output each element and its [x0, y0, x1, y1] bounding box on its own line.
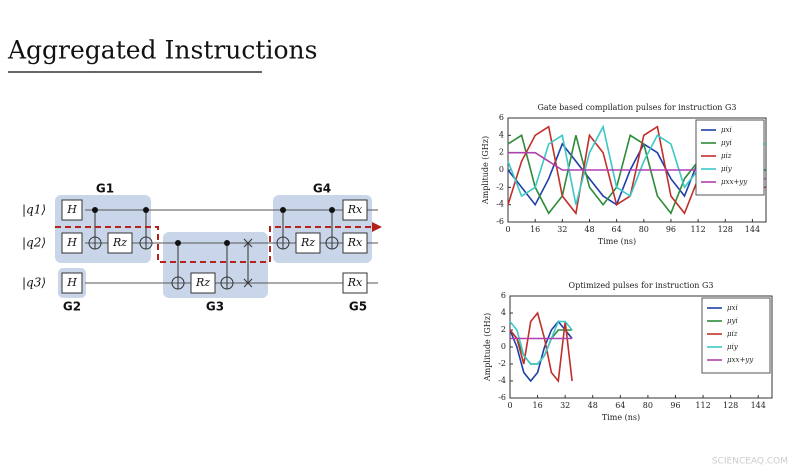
- x-tick-label: 80: [643, 401, 653, 410]
- swap: [243, 238, 253, 288]
- y-tick-label: 2: [499, 148, 504, 157]
- watermark: SCIENCEAQ.COM: [712, 457, 788, 467]
- x-tick-label: 64: [615, 401, 625, 410]
- series-line: [509, 320, 573, 365]
- target: [171, 276, 185, 290]
- y-tick-label: -2: [498, 359, 506, 368]
- legend-label: μxx+yy: [727, 356, 754, 364]
- x-tick-label: 112: [690, 225, 705, 234]
- legend-label: μiy: [721, 165, 733, 173]
- y-tick-label: -6: [498, 393, 506, 402]
- x-tick-label: 16: [532, 401, 542, 410]
- gate-label: H: [66, 236, 77, 249]
- target: [220, 276, 234, 290]
- control-dot: [280, 207, 286, 213]
- group-label: G4: [313, 182, 331, 196]
- group-label: G1: [96, 182, 114, 196]
- dashed-boundary: [55, 226, 372, 263]
- y-tick-label: 0: [501, 342, 506, 351]
- x-tick-label: 80: [639, 225, 649, 234]
- chart-title: Optimized pulses for instruction G3: [569, 281, 714, 290]
- x-tick-label: 32: [560, 401, 570, 410]
- legend-label: μiz: [721, 152, 732, 160]
- x-tick-label: 128: [723, 401, 738, 410]
- gate: [61, 232, 83, 254]
- x-tick-label: 112: [695, 401, 710, 410]
- target: [325, 236, 339, 250]
- y-tick-label: 0: [499, 165, 504, 174]
- gate-label: Rz: [195, 276, 210, 289]
- group-label: G5: [349, 300, 367, 314]
- y-tick-label: 2: [501, 325, 506, 334]
- gate: [342, 199, 368, 221]
- x-tick-label: 96: [670, 401, 680, 410]
- control-dot: [143, 207, 149, 213]
- legend-label: μxx+yy: [721, 178, 748, 186]
- y-tick-label: 4: [501, 308, 506, 317]
- gate-label: Rz: [112, 236, 127, 249]
- target: [88, 236, 102, 250]
- target: [276, 236, 290, 250]
- gate: [61, 199, 83, 221]
- legend-label: μyi: [727, 317, 738, 325]
- gate-label: Rx: [347, 203, 363, 216]
- y-tick-label: -4: [498, 376, 506, 385]
- y-tick-label: 4: [499, 130, 504, 139]
- y-tick-label: -6: [496, 217, 504, 226]
- gate: [342, 232, 368, 254]
- series-line: [509, 311, 573, 383]
- control-dot: [329, 207, 335, 213]
- legend-label: μxi: [721, 126, 732, 134]
- group-box: [163, 232, 268, 298]
- gate-label: Rz: [300, 236, 315, 249]
- x-tick-label: 32: [557, 225, 567, 234]
- circuit: |q1⟩ |q2⟩ |q3⟩ H H H Rz Rz R: [22, 182, 382, 314]
- control-dot: [175, 240, 181, 246]
- x-tick-label: 0: [507, 401, 512, 410]
- target: [139, 236, 153, 250]
- legend-label: μyi: [721, 139, 732, 147]
- gate: [61, 272, 83, 294]
- gate-label: H: [66, 203, 77, 216]
- y-tick-label: 6: [501, 291, 506, 300]
- legend-label: μiy: [727, 343, 739, 351]
- x-tick-label: 16: [530, 225, 540, 234]
- qubit-label: |q1⟩: [22, 203, 46, 217]
- x-axis-label: Time (ns): [598, 237, 636, 246]
- legend-label: μxi: [727, 304, 738, 312]
- slide-title: Aggregated Instructions: [7, 36, 317, 65]
- legend-label: μiz: [727, 330, 738, 338]
- group-label: G3: [206, 300, 224, 314]
- gate: [342, 272, 368, 294]
- y-tick-label: -4: [496, 200, 504, 209]
- x-tick-label: 48: [588, 401, 598, 410]
- x-tick-label: 128: [718, 225, 733, 234]
- arrow-head: [372, 222, 382, 232]
- y-axis-label: Amplitude (GHz): [481, 136, 490, 205]
- x-tick-label: 64: [612, 225, 622, 234]
- gate: [190, 272, 216, 294]
- x-tick-label: 48: [584, 225, 594, 234]
- qubit-label: |q2⟩: [22, 236, 46, 250]
- gate-label: Rx: [347, 236, 363, 249]
- control-dot: [224, 240, 230, 246]
- gate-label: H: [66, 276, 77, 289]
- y-tick-label: -2: [496, 182, 504, 191]
- x-tick-label: 144: [745, 225, 760, 234]
- x-axis-label: Time (ns): [602, 413, 640, 422]
- y-axis-label: Amplitude (GHz): [483, 313, 492, 382]
- gate: [107, 232, 133, 254]
- control-dot: [92, 207, 98, 213]
- x-tick-label: 144: [751, 401, 766, 410]
- x-tick-label: 0: [505, 225, 510, 234]
- chart-title: Gate based compilation pulses for instru…: [538, 103, 737, 112]
- x-tick-label: 96: [666, 225, 676, 234]
- qubit-label: |q3⟩: [22, 276, 46, 290]
- y-tick-label: 6: [499, 113, 504, 122]
- gate: [295, 232, 321, 254]
- group-label: G2: [63, 300, 81, 314]
- gate-label: Rx: [347, 276, 363, 289]
